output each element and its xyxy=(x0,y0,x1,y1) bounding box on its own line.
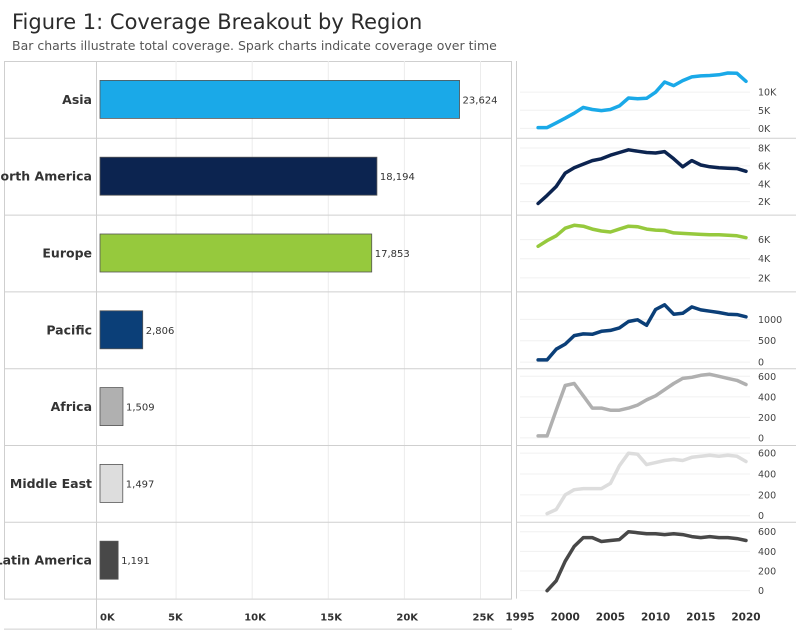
bar-europe xyxy=(99,233,373,273)
category-label-africa: Africa xyxy=(51,399,92,414)
spark-y-tick-label: 0 xyxy=(758,358,764,369)
spark-y-tick-label: 200 xyxy=(758,490,776,501)
bar-africa xyxy=(99,387,124,427)
spark-y-tick-label: 400 xyxy=(758,547,776,558)
bar-latin-america xyxy=(99,540,119,580)
category-label-middle-east: Middle East xyxy=(10,476,92,491)
spark-y-tick-label: 0 xyxy=(758,511,764,522)
spark-y-tick-label: 500 xyxy=(758,336,776,347)
spark-y-tick-label: 1000 xyxy=(758,315,782,326)
spark-y-tick-label: 400 xyxy=(758,470,776,481)
spark-y-tick-label: 600 xyxy=(758,449,776,460)
category-label-asia: Asia xyxy=(62,92,92,107)
bar-layer: 23,624 18,194 17,853 2,806 1,509 1,497 1,191 xyxy=(99,80,498,580)
spark-y-tick-label: 200 xyxy=(758,413,776,424)
bar-pacific xyxy=(99,310,144,350)
spark-y-tick-label: 8K xyxy=(758,144,771,155)
spark-y-tick-label: 2K xyxy=(758,197,771,208)
category-label-pacific: Pacific xyxy=(46,322,92,337)
spark-y-tick-label: 600 xyxy=(758,527,776,538)
category-label-europe: Europe xyxy=(42,246,92,261)
bar-x-tick-label: 10K xyxy=(244,613,267,624)
chart-subtitle: Bar charts illustrate total coverage. Sp… xyxy=(12,38,497,53)
spark-x-tick-label: 1995 xyxy=(505,612,534,624)
spark-y-tick-label: 10K xyxy=(758,88,777,99)
value-label-north-america: 18,194 xyxy=(380,172,415,183)
spark-y-tick-label: 2K xyxy=(758,273,771,284)
spark-x-tick-label: 2000 xyxy=(551,612,580,624)
spark-line-pacific xyxy=(536,303,748,362)
bar-asia xyxy=(99,80,460,119)
bar-panel-frame xyxy=(4,61,512,600)
spark-x-tick-label: 2020 xyxy=(731,612,760,624)
spark-layer xyxy=(536,71,748,593)
spark-y-tick-label: 600 xyxy=(758,372,776,383)
bar-middle-east xyxy=(99,463,124,503)
spark-y-tick-label: 4K xyxy=(758,254,771,265)
spark-line-africa xyxy=(536,372,748,438)
value-label-pacific: 2,806 xyxy=(146,326,175,337)
spark-x-tick-label: 2015 xyxy=(686,612,715,624)
spark-y-tick-label: 400 xyxy=(758,392,776,403)
spark-y-tick-label: 4K xyxy=(758,179,771,190)
spark-y-tick-label: 6K xyxy=(758,235,771,246)
spark-y-tick-label: 6K xyxy=(758,161,771,172)
spark-y-tick-label: 0 xyxy=(758,433,764,444)
spark-line-asia xyxy=(536,71,748,130)
value-label-asia: 23,624 xyxy=(463,95,498,106)
bar-x-tick-label: 25K xyxy=(473,613,496,624)
chart-title: Figure 1: Coverage Breakout by Region xyxy=(12,10,423,34)
value-label-middle-east: 1,497 xyxy=(126,479,155,490)
bar-x-tick-label: 20K xyxy=(396,613,419,624)
spark-x-tick-label: 2010 xyxy=(641,612,670,624)
value-label-latin-america: 1,191 xyxy=(121,556,150,567)
spark-line-europe xyxy=(536,223,748,249)
spark-y-tick-label: 5K xyxy=(758,106,771,117)
spark-y-tick-label: 0K xyxy=(758,124,771,135)
spark-x-tick-label: 2005 xyxy=(596,612,625,624)
value-label-europe: 17,853 xyxy=(375,249,410,260)
spark-line-middle-east xyxy=(545,451,748,516)
spark-y-tick-label: 200 xyxy=(758,567,776,578)
bar-x-tick-label: 15K xyxy=(320,613,343,624)
axis-layer: Asia North America Europe Pacific Africa Midd… xyxy=(0,88,782,624)
bar-x-tick-label: 5K xyxy=(168,613,184,624)
grid-layer xyxy=(4,61,796,630)
bar-north-america xyxy=(99,156,378,196)
spark-line-north-america xyxy=(536,148,748,206)
spark-line-latin-america xyxy=(545,529,748,593)
value-label-africa: 1,509 xyxy=(126,403,155,414)
bar-x-tick-label: 0K xyxy=(100,613,116,624)
category-label-latin-america: Latin America xyxy=(0,553,92,568)
spark-y-tick-label: 0 xyxy=(758,586,764,597)
category-label-north-america: North America xyxy=(0,169,92,184)
